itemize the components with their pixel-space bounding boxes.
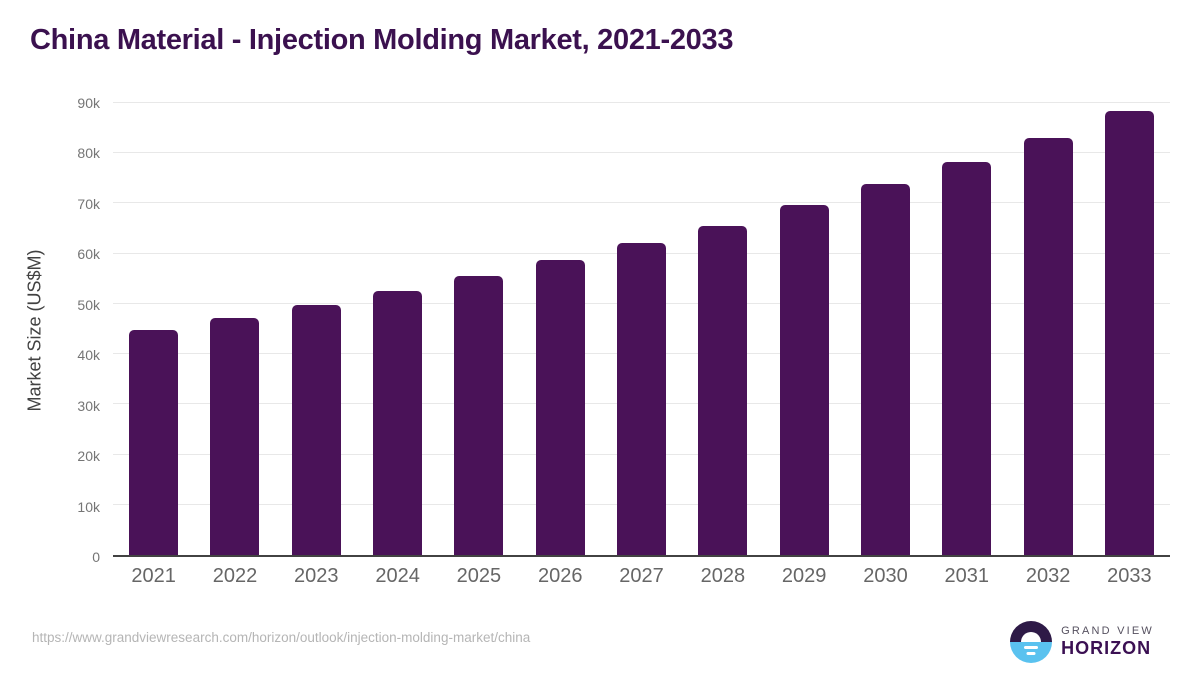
gridline [113,202,1170,204]
plot-area [113,102,1170,557]
bar-2023[interactable] [291,304,341,555]
y-tick-label: 10k [77,498,100,515]
sun-reflection-line [1024,646,1039,649]
logo-brand-line1: GRAND VIEW [1061,625,1154,638]
x-tick-label: 2029 [781,565,827,587]
bar-2028[interactable] [698,225,748,555]
y-tick-label: 0 [92,549,100,565]
x-axis-labels: 2021 2022 2023 2024 2025 2026 2027 2028 2029 2030… [113,565,1170,588]
sun-reflection-line [1026,652,1036,655]
y-tick-label: 50k [77,296,100,313]
x-tick-label: 2023 [294,565,339,587]
bar-column [438,103,519,555]
bar-2024[interactable] [373,291,423,555]
logo-text: GRAND VIEW HORIZON [1061,625,1154,658]
bar-2021[interactable] [129,330,179,555]
y-tick-label: 40k [77,347,100,364]
bar-column [764,103,845,555]
bar-2025[interactable] [454,276,504,555]
bar-2027[interactable] [617,243,667,555]
y-tick-label: 30k [77,397,100,414]
x-tick-label: 2027 [619,565,664,587]
bar-column [601,103,682,555]
x-tick-label: 2031 [944,565,990,587]
sun-shape [1021,632,1042,642]
bar-2022[interactable] [210,317,260,555]
x-tick-label: 2024 [375,565,420,587]
x-tick-label: 2026 [537,565,583,587]
bar-2029[interactable] [779,205,829,555]
y-axis-ticks: 0 10k 20k 30k 40k 50k 60k 70k 80k 90k [0,95,100,565]
logo-brand-line2: HORIZON [1061,637,1152,658]
x-tick-label: 2025 [456,565,502,587]
bar-column [357,103,438,555]
bar-2031[interactable] [942,162,992,555]
sunrise-logo-icon [1010,621,1053,663]
x-tick-label: 2021 [131,565,176,587]
x-tick-label: 2022 [212,565,258,587]
x-tick-label: 2033 [1107,565,1152,587]
bar-column [520,103,601,555]
bar-2030[interactable] [860,183,910,555]
x-tick-label: 2030 [863,565,908,587]
bar-column [926,103,1007,555]
y-tick-label: 20k [77,448,100,465]
bar-column [682,103,763,555]
y-tick-label: 80k [77,145,100,162]
bar-column [1089,103,1170,555]
bar-column [113,103,194,555]
bar-column [1007,103,1088,555]
bar-column [194,103,275,555]
x-tick-label: 2032 [1025,565,1071,587]
x-tick-label: 2028 [700,565,746,587]
bar-2026[interactable] [535,260,585,555]
bar-2033[interactable] [1104,111,1154,555]
chart-title: China Material - Injection Molding Marke… [30,24,734,56]
y-tick-label: 70k [77,195,100,212]
gridline [113,152,1170,154]
bar-column [845,103,926,555]
bar-series [113,103,1170,555]
y-tick-label: 60k [77,246,100,263]
grandview-horizon-logo: GRAND VIEW HORIZON [1010,620,1154,664]
bar-2032[interactable] [1023,138,1073,555]
gridline [113,102,1170,103]
source-url: https://www.grandviewresearch.com/horizo… [32,630,531,645]
y-tick-label: 90k [77,95,100,111]
bar-column [276,103,357,555]
